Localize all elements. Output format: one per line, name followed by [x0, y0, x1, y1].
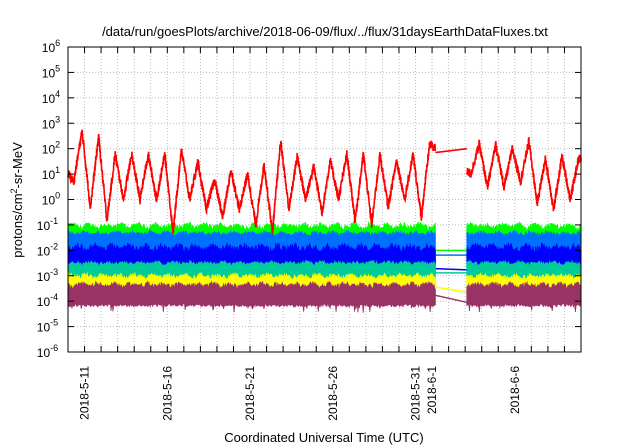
- gap-connector-line: [435, 267, 467, 271]
- x-tick-label: 2018-5-16: [160, 366, 174, 421]
- gap-connector-line: [435, 294, 467, 304]
- x-tick-label: 2018-6-1: [425, 366, 439, 414]
- y-tick-label: 10-5: [37, 318, 58, 335]
- x-tick-label: 2018-5-26: [326, 366, 340, 421]
- series-band: [466, 280, 582, 313]
- x-axis-label: Coordinated Universal Time (UTC): [224, 430, 423, 445]
- ticks: 106 105 104 103 102 101 100 10-1 10-2 10-3 10-4 10-…: [37, 38, 581, 421]
- y-tick-label: 105: [42, 63, 60, 80]
- series-line-red: [67, 129, 437, 235]
- x-tick-label: 2018-5-11: [78, 366, 92, 420]
- y-axis-label: protons/cm2-sr-MeV: [9, 142, 25, 258]
- x-tick-label: 2018-5-31: [409, 366, 423, 421]
- x-tick-label: 2018-6-6: [508, 366, 522, 414]
- y-tick-label: 10-4: [37, 292, 58, 309]
- gap-connector-line: [435, 286, 467, 293]
- y-tick-label: 106: [42, 38, 60, 55]
- chart-title: /data/run/goesPlots/archive/2018-06-09/f…: [102, 24, 548, 39]
- y-tick-label: 10-1: [37, 216, 58, 233]
- y-tick-label: 10-3: [37, 267, 58, 284]
- y-tick-label: 101: [42, 165, 60, 182]
- y-tick-label: 100: [42, 191, 60, 208]
- series-line-red: [466, 137, 582, 212]
- series-band: [67, 280, 436, 313]
- data-layer: [67, 129, 582, 313]
- y-tick-label: 102: [42, 140, 60, 157]
- y-tick-label: 103: [42, 114, 60, 131]
- y-tick-label: 10-2: [37, 241, 58, 258]
- y-tick-label: 104: [42, 89, 60, 106]
- x-tick-label: 2018-5-21: [243, 366, 257, 421]
- y-tick-label: 10-6: [37, 343, 58, 360]
- gap-connector-line-red: [435, 147, 467, 154]
